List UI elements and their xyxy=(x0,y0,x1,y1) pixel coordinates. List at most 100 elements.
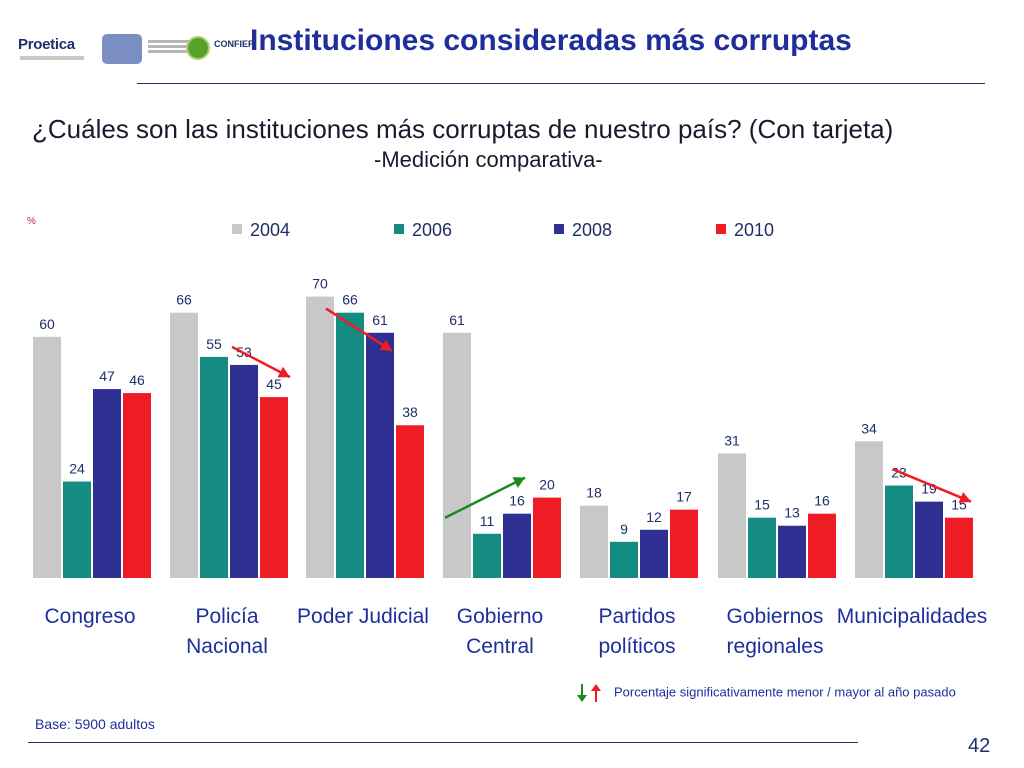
data-label: 70 xyxy=(312,276,328,292)
legend-swatch xyxy=(716,224,726,235)
page-title: Instituciones consideradas más corruptas xyxy=(250,24,852,57)
data-label: 11 xyxy=(480,513,495,529)
confiep-logo: CONFIEP xyxy=(214,39,255,49)
category-label: Partidos xyxy=(598,605,675,628)
bar-2006 xyxy=(200,356,228,578)
data-label: 66 xyxy=(342,292,358,308)
bar-2006 xyxy=(63,481,91,578)
bar-2010 xyxy=(123,393,151,578)
green-down-arrow-icon xyxy=(577,684,587,702)
data-label: 61 xyxy=(372,312,388,328)
data-label: 38 xyxy=(402,404,418,420)
title-divider xyxy=(137,83,985,84)
data-label: 17 xyxy=(676,489,692,505)
bar-2008 xyxy=(93,389,121,578)
bar-2004 xyxy=(443,332,471,578)
data-label: 31 xyxy=(724,432,740,448)
bar-2006 xyxy=(336,312,364,578)
data-label: 34 xyxy=(861,420,877,436)
category-label: Municipalidades xyxy=(837,605,988,628)
page-number: 42 xyxy=(968,735,991,757)
data-label: 16 xyxy=(509,493,525,509)
data-label: 46 xyxy=(129,372,145,388)
legend-item-2004: 2004 xyxy=(232,220,290,241)
data-label: 24 xyxy=(69,461,85,477)
category-label: políticos xyxy=(598,635,675,658)
bar-2006 xyxy=(473,533,501,578)
bar-2010 xyxy=(396,425,424,578)
bar-2008 xyxy=(366,332,394,578)
bar-2006 xyxy=(885,485,913,578)
category-label: Gobiernos xyxy=(727,605,824,628)
ipsos-logo-text xyxy=(148,38,196,54)
trend-arrow-down-icon xyxy=(379,339,392,351)
data-label: 47 xyxy=(99,368,115,384)
significance-legend: Porcentaje significativamente menor / ma… xyxy=(576,682,956,704)
data-label: 61 xyxy=(449,312,465,328)
trend-arrow-down-icon xyxy=(958,491,971,504)
legend-item-2010: 2010 xyxy=(716,220,774,241)
data-label: 45 xyxy=(266,376,282,392)
bar-2010 xyxy=(945,517,973,578)
category-label: Poder Judicial xyxy=(297,605,429,628)
trend-arrow-line xyxy=(892,468,972,503)
trend-arrow-down-icon xyxy=(277,366,290,378)
category-label: Gobierno xyxy=(457,605,543,628)
bar-2004 xyxy=(718,453,746,578)
bar-2008 xyxy=(778,525,806,578)
legend-label: 2008 xyxy=(572,220,613,240)
bar-2004 xyxy=(855,441,883,578)
data-label: 55 xyxy=(206,336,222,352)
bar-2010 xyxy=(260,397,288,578)
trend-arrow-line xyxy=(325,307,393,352)
data-label: 18 xyxy=(586,485,602,501)
significance-arrows-icon xyxy=(577,684,601,702)
bar-2006 xyxy=(610,541,638,578)
red-up-arrow-icon xyxy=(591,684,601,702)
data-label: 16 xyxy=(814,493,830,509)
ipsos-logo xyxy=(102,34,142,64)
survey-question: ¿Cuáles son las instituciones más corrup… xyxy=(32,114,894,144)
legend-swatch xyxy=(232,224,242,235)
data-label: 66 xyxy=(176,292,192,308)
data-label: 12 xyxy=(646,509,662,525)
bar-2008 xyxy=(230,364,258,578)
proetica-logo: Proetica xyxy=(18,36,75,53)
data-label: 9 xyxy=(620,521,628,537)
bar-chart: 60244746Congreso66555345PolicíaNacional7… xyxy=(33,276,988,658)
legend-swatch xyxy=(394,224,404,235)
category-label: Nacional xyxy=(186,635,268,658)
category-label: regionales xyxy=(727,635,824,658)
legend-swatch xyxy=(554,224,564,235)
legend-label: 2010 xyxy=(734,220,775,240)
legend-label: 2006 xyxy=(412,220,453,240)
survey-subtitle: -Medición comparativa- xyxy=(374,147,603,172)
category-label: Policía xyxy=(195,605,258,628)
unit-label: % xyxy=(27,216,36,227)
legend-item-2008: 2008 xyxy=(554,220,612,241)
footer-divider xyxy=(28,742,858,743)
bar-2008 xyxy=(915,501,943,578)
category-label: Congreso xyxy=(44,605,135,628)
bar-2010 xyxy=(808,513,836,578)
trend-arrow-up-icon xyxy=(512,477,525,488)
trend-arrow-line xyxy=(444,476,526,519)
data-label: 13 xyxy=(784,505,800,521)
data-label: 60 xyxy=(39,316,55,332)
data-label: 15 xyxy=(754,497,770,513)
chart-legend: 2004 2006 2008 2010 xyxy=(232,220,792,242)
bar-2008 xyxy=(640,529,668,578)
confiep-logo-icon xyxy=(186,36,210,60)
bar-2004 xyxy=(170,312,198,578)
bar-2010 xyxy=(533,497,561,578)
bar-2004 xyxy=(33,336,61,578)
legend-label: 2004 xyxy=(250,220,291,240)
base-note: Base: 5900 adultos xyxy=(35,716,155,732)
category-label: Central xyxy=(466,635,534,658)
bar-2004 xyxy=(306,296,334,578)
bar-2010 xyxy=(670,509,698,578)
proetica-logo-tagline xyxy=(20,56,84,60)
bar-2008 xyxy=(503,513,531,578)
logo-strip: Proetica CONFIEP xyxy=(18,28,255,72)
legend-item-2006: 2006 xyxy=(394,220,452,241)
